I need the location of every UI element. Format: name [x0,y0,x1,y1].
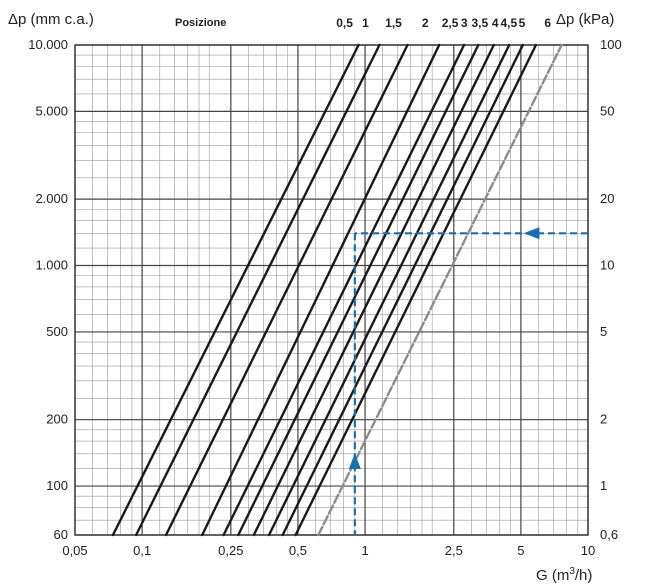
series-line [237,43,480,537]
plot-frame [74,44,589,536]
series-line [222,43,466,537]
y-tick-label-left: 100 [46,478,68,493]
x-tick-label: 2,5 [445,543,463,558]
annotation-arrow-up [348,452,361,469]
series-line [200,43,441,537]
x-tick-label: 0,1 [133,543,151,558]
position-label: 6 [544,16,551,30]
series-line [164,43,409,537]
x-tick-label: 0,25 [218,543,243,558]
y-tick-label-right: 1 [600,478,607,493]
x-tick-label: 1 [361,543,368,558]
position-label: 1,5 [385,16,402,30]
y-tick-label-right: 20 [600,191,614,206]
position-header: Posizione [175,17,226,29]
annotation-arrow-left [523,227,540,240]
y-tick-label-left: 5.000 [35,103,68,118]
series-line [281,43,525,537]
y-tick-label-left: 1.000 [35,258,68,273]
y-tick-label-right: 10 [600,258,614,273]
y-tick-label-left: 500 [46,324,68,339]
position-label: 3,5 [471,16,488,30]
axes [74,44,589,536]
series-line [317,43,563,537]
position-label: 2 [422,16,429,30]
x-axis-label: G (m3/h) [536,566,592,584]
y-tick-label-left: 60 [54,527,68,542]
position-label: 0,5 [336,16,353,30]
y-tick-label-left: 10.000 [28,37,68,52]
tick-labels: 0,05 0,1 0,25 0,5 1 2,5 5 10 60 100 200 500 1.000 2.0… [28,16,621,558]
x-tick-label: 5 [517,543,524,558]
series-line [252,43,496,537]
series-line [134,43,381,537]
series-lines [111,43,563,537]
x-tick-label: 0,05 [62,543,87,558]
position-label: 2,5 [442,16,459,30]
series-line [294,43,538,537]
position-label: 4 [492,16,499,30]
x-tick-label: 0,5 [289,543,307,558]
position-label: 3 [461,16,468,30]
y-tick-label-right: 2 [600,412,607,427]
position-label: 4,5 [500,16,517,30]
position-label: 1 [362,16,369,30]
y-tick-label-right: 0,6 [600,527,618,542]
position-label: 5 [519,16,526,30]
series-line [111,43,360,537]
y-tick-label-right: 5 [600,324,607,339]
y-tick-label-left: 200 [46,412,68,427]
y-axis-label-right: Δp (kPa) [556,11,614,28]
y-tick-label-right: 100 [600,37,622,52]
y-tick-label-right: 50 [600,103,614,118]
y-tick-label-left: 2.000 [35,191,68,206]
y-axis-label-left: Δp (mm c.a.) [8,11,94,28]
x-tick-label: 10 [581,543,595,558]
reading-annotation [348,227,588,535]
series-line [267,43,511,537]
